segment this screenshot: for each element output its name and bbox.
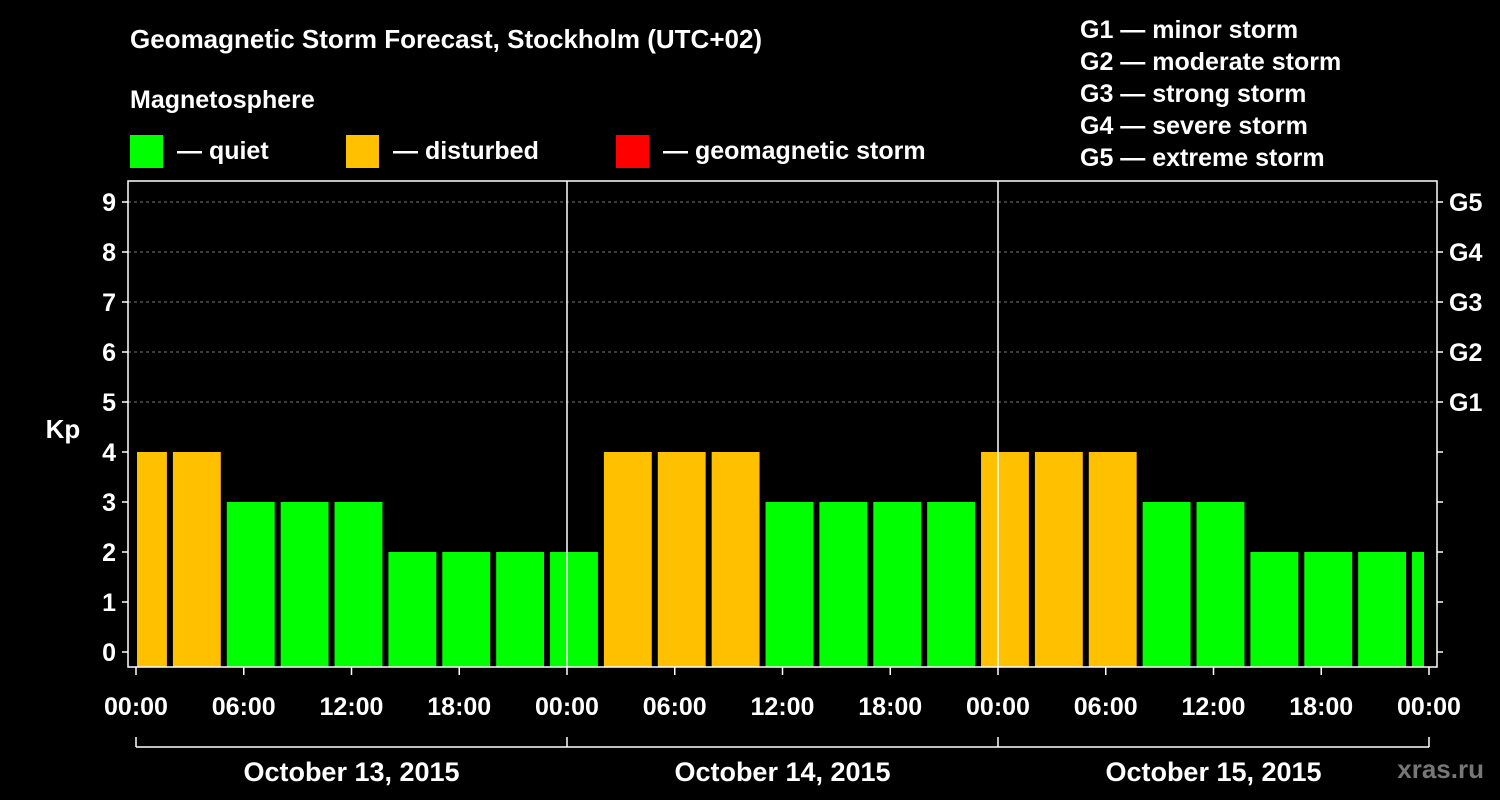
g-scale-legend: G1 — minor storm G2 — moderate storm G3 … xyxy=(1080,14,1341,174)
kp-bar-14 xyxy=(873,502,922,667)
x-tick-label-5: 06:00 xyxy=(643,693,707,721)
x-tick-label-2: 12:00 xyxy=(320,693,384,721)
x-tick-label-12: 00:00 xyxy=(1397,693,1461,721)
y-tick-label-6: 6 xyxy=(102,339,116,367)
legend-swatch-disturbed xyxy=(346,134,379,168)
kp-bar-13 xyxy=(819,502,868,667)
day-label-1: October 14, 2015 xyxy=(674,757,890,787)
x-tick-label-0: 00:00 xyxy=(104,693,168,721)
g-axis-label-g4: G4 xyxy=(1449,239,1482,267)
y-tick-label-4: 4 xyxy=(102,439,116,467)
g-axis-label-g1: G1 xyxy=(1449,389,1482,417)
y-tick-label-9: 9 xyxy=(102,189,116,217)
legend-item-disturbed: — disturbed xyxy=(346,134,539,168)
kp-bar-15 xyxy=(927,502,976,667)
y-tick-label-3: 3 xyxy=(102,489,116,517)
kp-bar-23 xyxy=(1358,552,1407,667)
kp-bar-9 xyxy=(603,452,652,667)
y-tick-label-0: 0 xyxy=(102,639,116,667)
legend-label-quiet: — quiet xyxy=(177,136,269,165)
y-tick-label-7: 7 xyxy=(102,289,116,317)
kp-bar-19 xyxy=(1142,502,1191,667)
day-label-2: October 15, 2015 xyxy=(1105,757,1321,787)
kp-bar-18 xyxy=(1088,452,1137,667)
kp-bar-11 xyxy=(711,452,760,667)
legend-label-disturbed: — disturbed xyxy=(393,136,539,165)
kp-bar-6 xyxy=(442,552,491,667)
kp-bar-16 xyxy=(981,452,1029,667)
chart-title: Geomagnetic Storm Forecast, Stockholm (U… xyxy=(130,24,763,54)
g-scale-g1: G1 — minor storm xyxy=(1080,16,1299,44)
watermark: xras.ru xyxy=(1397,754,1484,784)
g-scale-g2: G2 — moderate storm xyxy=(1080,48,1342,76)
legend-item-quiet: — quiet xyxy=(130,134,269,168)
g-axis-label-g3: G3 xyxy=(1449,289,1482,317)
legend-item-storm: — geomagnetic storm xyxy=(616,134,926,168)
kp-bar-21 xyxy=(1250,552,1299,667)
legend-swatch-quiet xyxy=(130,134,163,168)
g-axis-label-g2: G2 xyxy=(1449,339,1482,367)
y-tick-label-2: 2 xyxy=(102,539,116,567)
g-scale-g3: G3 — strong storm xyxy=(1080,80,1307,108)
g-scale-g4: G4 — severe storm xyxy=(1080,112,1308,140)
kp-bar-17 xyxy=(1034,452,1083,667)
x-tick-label-10: 12:00 xyxy=(1182,693,1246,721)
x-tick-label-3: 18:00 xyxy=(427,693,491,721)
y-tick-label-5: 5 xyxy=(102,389,116,417)
legend-swatch-storm xyxy=(616,134,649,168)
kp-bar-1 xyxy=(172,452,221,667)
y-tick-label-8: 8 xyxy=(102,239,116,267)
kp-bar-8 xyxy=(550,552,598,667)
day-label-0: October 13, 2015 xyxy=(243,757,459,787)
kp-bar-3 xyxy=(280,502,329,667)
x-tick-label-7: 18:00 xyxy=(858,693,922,721)
g-scale-g5: G5 — extreme storm xyxy=(1080,144,1325,172)
legend-label-storm: — geomagnetic storm xyxy=(663,136,926,165)
x-tick-label-4: 00:00 xyxy=(535,693,599,721)
x-tick-label-9: 06:00 xyxy=(1074,693,1138,721)
kp-bar-10 xyxy=(657,452,706,667)
g-axis-label-g5: G5 xyxy=(1449,189,1482,217)
x-tick-label-6: 12:00 xyxy=(751,693,815,721)
kp-bar-20 xyxy=(1196,502,1245,667)
kp-bar-5 xyxy=(388,552,437,667)
x-tick-label-1: 06:00 xyxy=(212,693,276,721)
kp-bar-24 xyxy=(1412,552,1424,667)
kp-bar-22 xyxy=(1304,552,1353,667)
kp-bar-0 xyxy=(137,452,167,667)
kp-bar-7 xyxy=(496,552,545,667)
y-axis-label: Kp xyxy=(46,414,81,444)
x-tick-label-8: 00:00 xyxy=(966,693,1030,721)
kp-bar-12 xyxy=(765,502,814,667)
kp-bar-4 xyxy=(334,502,383,667)
x-tick-label-11: 18:00 xyxy=(1289,693,1353,721)
y-tick-label-1: 1 xyxy=(102,589,116,617)
kp-bar-2 xyxy=(226,502,275,667)
magnetosphere-label: Magnetosphere xyxy=(130,86,315,114)
